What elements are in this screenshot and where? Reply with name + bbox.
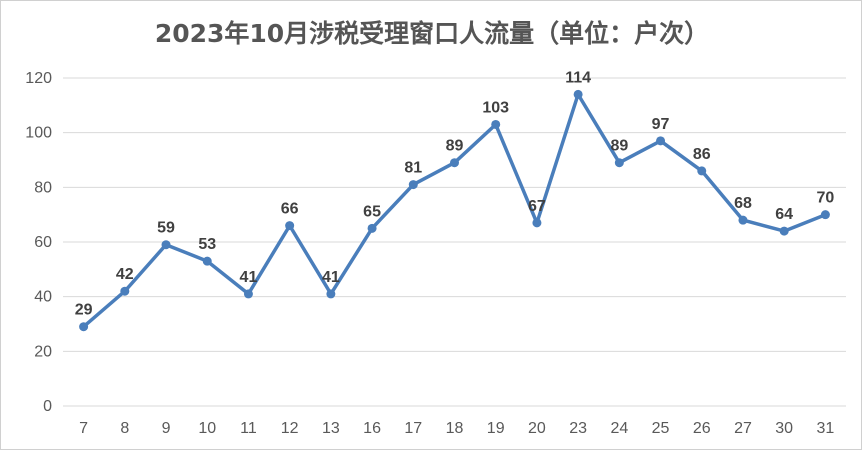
x-tick-label: 20 <box>528 420 546 437</box>
y-tick-label: 80 <box>34 179 52 196</box>
data-label: 114 <box>565 69 591 86</box>
data-label: 41 <box>240 269 258 286</box>
y-axis-tick-labels: 0 20 40 60 80 100 120 <box>25 70 52 415</box>
data-point <box>450 158 459 168</box>
data-label: 41 <box>322 269 340 286</box>
x-tick-label: 31 <box>816 420 834 437</box>
y-tick-label: 20 <box>34 343 52 360</box>
data-label: 89 <box>610 138 628 155</box>
x-tick-label: 18 <box>446 420 464 437</box>
series-markers <box>79 89 830 332</box>
data-point <box>161 240 171 250</box>
y-tick-label: 100 <box>25 125 52 142</box>
x-tick-label: 16 <box>363 420 381 437</box>
data-label: 59 <box>157 220 175 237</box>
x-tick-label: 11 <box>240 420 257 437</box>
data-point <box>326 289 336 299</box>
series-line <box>81 92 828 329</box>
data-label: 81 <box>404 160 422 177</box>
data-label: 65 <box>363 203 381 220</box>
x-tick-label: 24 <box>610 420 628 437</box>
x-tick-label: 25 <box>652 420 670 437</box>
data-label: 70 <box>816 190 834 207</box>
data-point <box>738 215 748 225</box>
data-point <box>367 223 377 233</box>
x-tick-label: 26 <box>693 420 711 437</box>
data-point <box>820 210 830 220</box>
y-tick-label: 60 <box>34 234 52 251</box>
y-tick-label: 40 <box>34 289 52 306</box>
x-tick-label: 13 <box>322 420 340 437</box>
data-label: 97 <box>652 116 670 133</box>
x-tick-label: 17 <box>404 420 422 437</box>
data-label: 64 <box>775 206 793 223</box>
x-tick-label: 30 <box>775 420 793 437</box>
x-tick-label: 8 <box>120 420 129 437</box>
data-point <box>614 158 624 168</box>
data-point <box>779 226 789 236</box>
data-label: 89 <box>446 138 464 155</box>
data-label: 53 <box>198 236 216 253</box>
x-tick-label: 12 <box>281 420 299 437</box>
y-tick-label: 0 <box>43 398 52 415</box>
x-axis-tick-labels: 7 8 9 10 11 12 13 16 17 18 19 20 23 24 25 26 27 30 31 <box>79 420 834 437</box>
data-labels: 29 42 59 53 41 66 41 65 81 89 103 67 114 89 97 86 68 64 70 <box>75 69 835 318</box>
x-tick-label: 10 <box>198 420 216 437</box>
data-point <box>243 289 253 299</box>
data-label: 103 <box>482 99 509 116</box>
data-point <box>285 221 295 231</box>
data-label: 67 <box>528 198 546 215</box>
x-tick-label: 19 <box>487 420 505 437</box>
gridlines <box>63 77 846 407</box>
data-point <box>573 89 583 99</box>
chart-title: 2023年10月涉税受理窗口人流量（单位：户次） <box>154 19 710 48</box>
data-point <box>491 119 501 129</box>
x-tick-label: 7 <box>79 420 88 437</box>
y-tick-label: 120 <box>25 70 52 87</box>
data-point <box>656 136 666 146</box>
x-tick-label: 23 <box>569 420 587 437</box>
series-line-path <box>81 92 828 329</box>
data-point <box>202 256 212 266</box>
data-label: 29 <box>75 302 93 319</box>
x-tick-label: 9 <box>162 420 171 437</box>
data-label: 42 <box>116 266 134 283</box>
data-label: 66 <box>281 201 299 218</box>
data-point <box>532 218 542 228</box>
data-point <box>697 166 707 176</box>
data-point <box>120 286 130 296</box>
data-point <box>79 322 89 332</box>
x-tick-label: 27 <box>734 420 752 437</box>
data-label: 68 <box>734 195 752 212</box>
data-point <box>408 180 418 190</box>
data-label: 86 <box>693 146 711 163</box>
